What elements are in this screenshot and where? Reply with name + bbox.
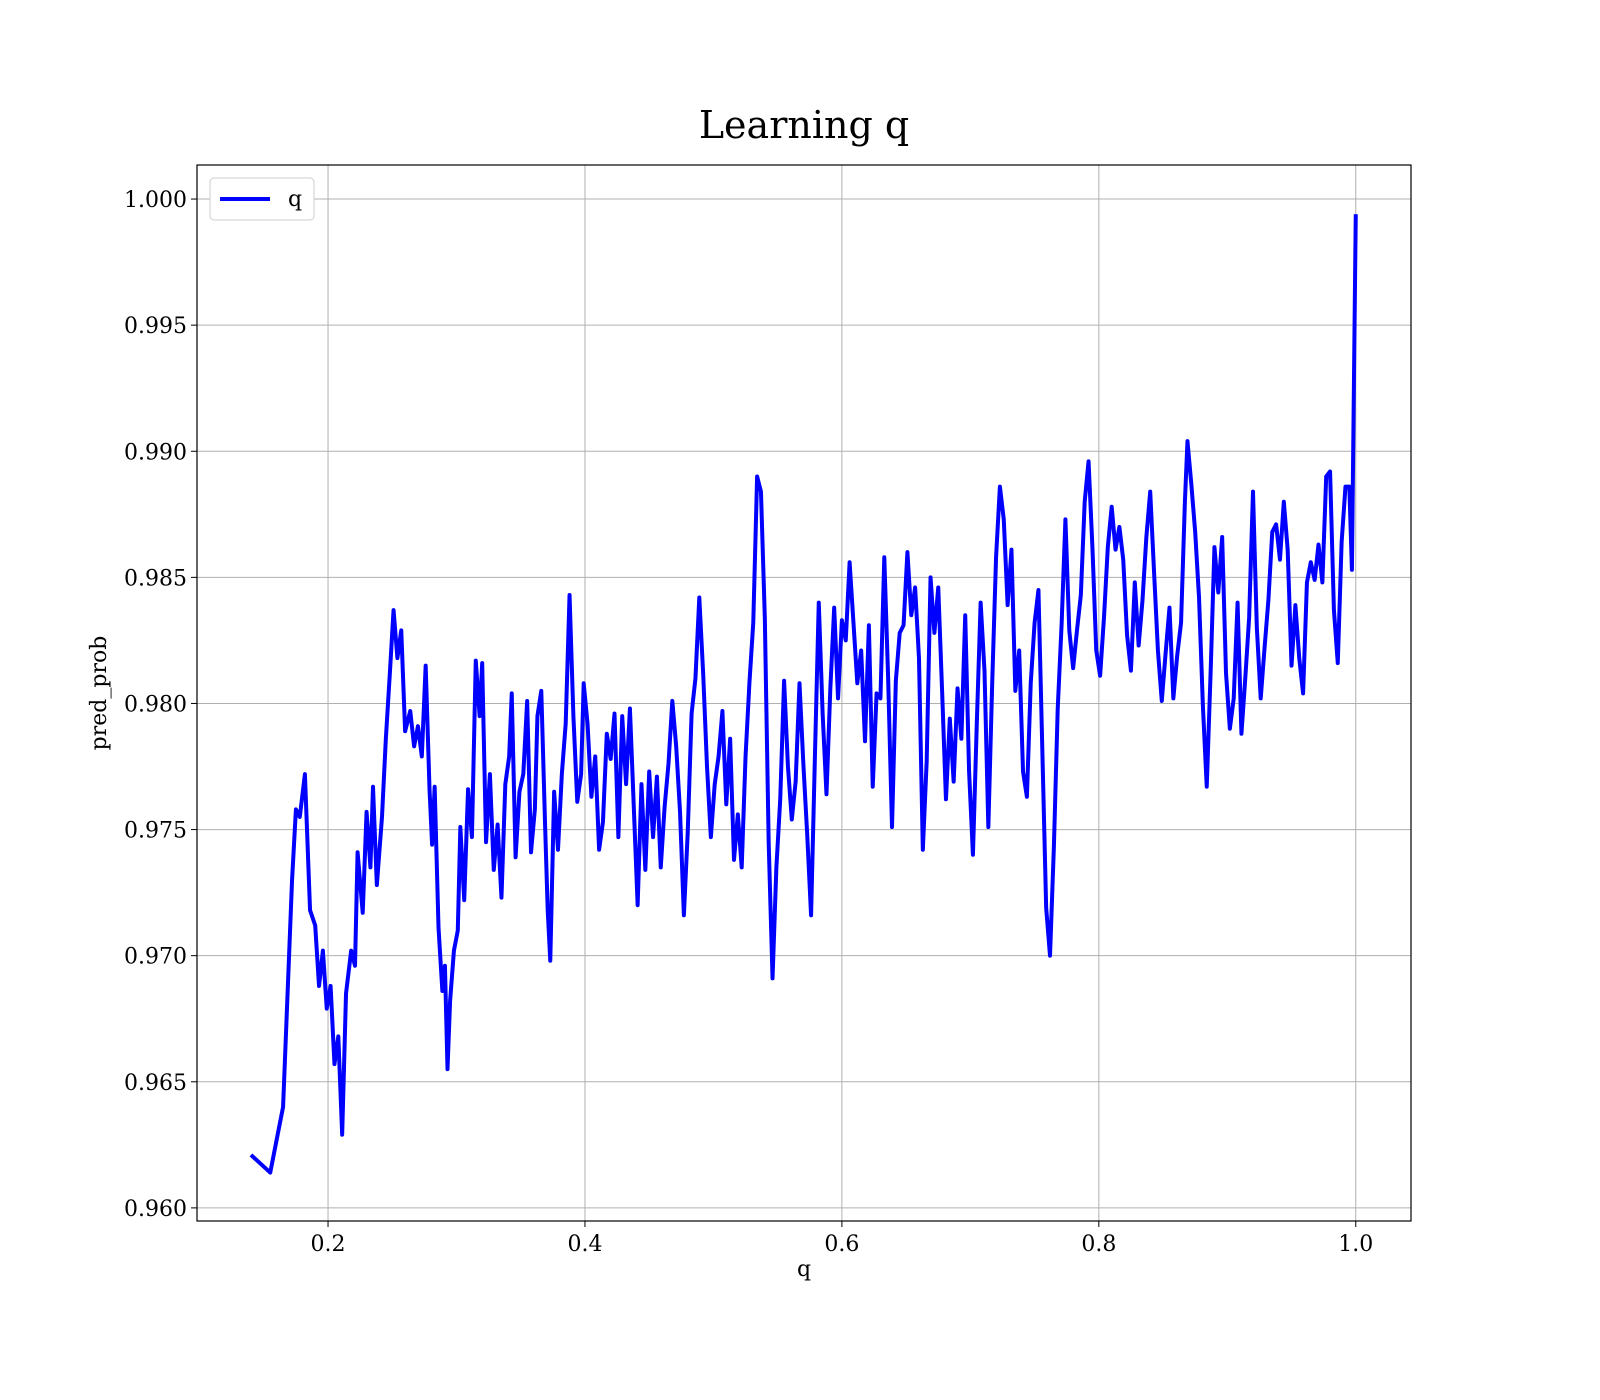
y-tick-label: 0.980 [124,692,187,717]
y-tick-label: 0.965 [124,1071,187,1096]
chart-title: Learning q [699,103,909,147]
y-tick-label: 0.970 [124,945,187,970]
y-tick-label: 0.985 [124,566,187,591]
plot-frame [196,164,1412,1222]
legend-label: q [288,187,302,212]
y-tick-label: 1.000 [124,188,187,213]
x-tick-label: 0.6 [824,1232,859,1257]
y-tick-label: 0.960 [124,1197,187,1222]
x-axis-label: q [797,1257,811,1282]
x-tick-label: 0.8 [1081,1232,1116,1257]
x-tick-label: 0.2 [311,1232,346,1257]
y-tick-label: 0.975 [124,819,187,844]
data-line [249,214,1358,1175]
x-tick-label: 1.0 [1338,1232,1373,1257]
y-tick-label: 0.995 [124,314,187,339]
y-tick-label: 0.990 [124,440,187,465]
x-tick-label: 0.4 [567,1232,602,1257]
y-axis-label: pred_prob [87,636,112,751]
